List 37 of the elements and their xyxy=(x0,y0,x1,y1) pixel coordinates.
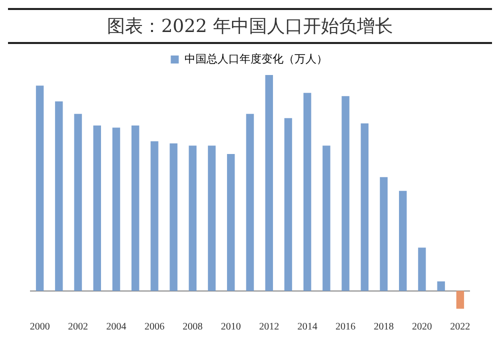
x-tick-label: 2018 xyxy=(374,321,394,332)
x-tick-label: 2000 xyxy=(30,321,50,332)
bar xyxy=(93,126,102,291)
bar xyxy=(303,92,312,291)
bar xyxy=(150,141,158,291)
x-tick-label: 2022 xyxy=(450,321,470,332)
x-tick-label: 2002 xyxy=(68,321,88,332)
x-tick-label: 2016 xyxy=(336,321,356,332)
x-tick-label: 2012 xyxy=(259,321,280,332)
bar xyxy=(418,248,426,291)
x-tick-label: 2014 xyxy=(297,321,318,332)
x-tick-label: 2004 xyxy=(106,321,126,332)
bar xyxy=(456,290,464,309)
x-tick-label: 2008 xyxy=(182,321,203,332)
chart-title: 图表：2022 年中国人口开始负增长 xyxy=(8,8,492,44)
bar xyxy=(322,146,330,291)
bar xyxy=(342,96,350,291)
bar xyxy=(170,143,178,291)
bar xyxy=(246,114,254,291)
legend-label: 中国总人口年度变化（万人） xyxy=(184,52,328,66)
bar xyxy=(284,118,292,291)
x-tick-label: 2006 xyxy=(144,321,164,332)
bar xyxy=(437,281,445,291)
bar xyxy=(360,123,369,291)
bar xyxy=(112,128,120,291)
bar xyxy=(398,190,407,291)
bar xyxy=(55,101,63,291)
bar xyxy=(208,146,216,291)
bar xyxy=(227,154,235,291)
x-tick-label: 2020 xyxy=(412,321,432,332)
x-tick-label: 2010 xyxy=(220,321,241,332)
bar xyxy=(188,146,197,291)
bar xyxy=(380,177,388,291)
bar xyxy=(74,114,82,291)
bar xyxy=(265,75,273,291)
bar xyxy=(36,86,44,291)
bar xyxy=(131,126,140,291)
